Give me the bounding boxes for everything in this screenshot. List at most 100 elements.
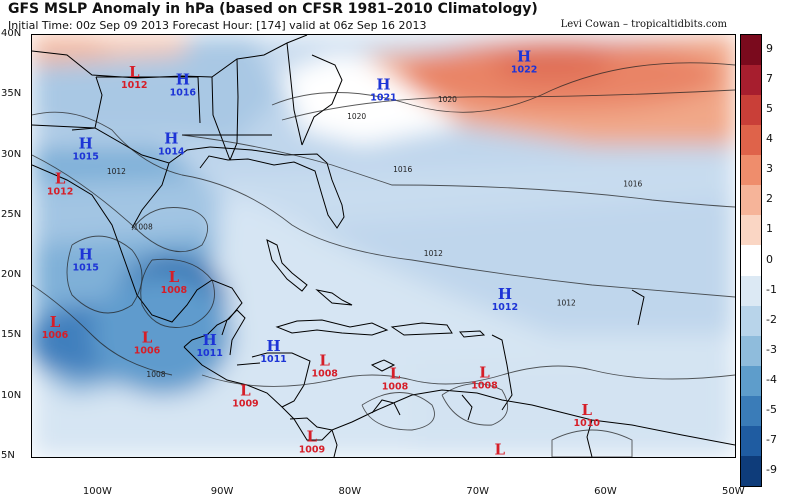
- latitude-label: 15N: [1, 329, 22, 341]
- colorbar-tick-label: -7: [766, 432, 777, 446]
- colorbar-tick-label: -4: [766, 372, 777, 386]
- high-letter: H: [176, 70, 190, 88]
- latitude-label: 25N: [1, 208, 22, 220]
- longitude-label: 80W: [338, 486, 362, 497]
- center-pressure-value: 1006: [134, 345, 161, 356]
- high-letter: H: [266, 337, 280, 355]
- low-letter: L: [55, 169, 66, 187]
- center-pressure-value: 1006: [42, 330, 69, 341]
- latitude-label: 35N: [1, 88, 22, 100]
- center-pressure-value: 1010: [574, 418, 601, 429]
- colorbar-segment: [741, 335, 761, 367]
- longitude-label: 50W: [722, 486, 745, 497]
- latitude-label: 30N: [1, 148, 22, 160]
- longitude-label: 90W: [210, 486, 234, 497]
- high-letter: H: [517, 48, 531, 66]
- isobar-label: 1008: [134, 223, 153, 232]
- colorbar-tick-label: -5: [766, 402, 777, 416]
- center-pressure-value: 1011: [196, 348, 222, 359]
- center-pressure-value: 1015: [72, 151, 98, 162]
- low-letter: L: [142, 328, 153, 346]
- low-letter: L: [479, 363, 490, 381]
- high-letter: H: [79, 245, 93, 263]
- center-pressure-value: 1015: [72, 262, 98, 273]
- center-pressure-value: 1009: [232, 399, 258, 410]
- center-pressure-value: 1022: [511, 65, 537, 76]
- low-letter: L: [169, 268, 180, 286]
- low-letter: L: [307, 427, 318, 445]
- colorbar-segment: [741, 125, 761, 156]
- colorbar-segment: [741, 365, 761, 397]
- colorbar-tick-label: 0: [766, 252, 773, 266]
- colorbar-segment: [741, 305, 761, 337]
- colorbar-tick-label: 1: [766, 222, 773, 236]
- colorbar-segment: [741, 275, 761, 307]
- low-letter: L: [581, 401, 592, 419]
- colorbar-tick-label: -1: [766, 282, 777, 296]
- high-letter: H: [203, 331, 217, 349]
- isobar-label: 1020: [438, 95, 457, 104]
- low-letter: L: [240, 382, 251, 400]
- colorbar-tick-label: 2: [766, 192, 773, 206]
- isobar-label: 1012: [107, 167, 126, 176]
- center-pressure-value: 1011: [260, 354, 286, 365]
- colorbar-tick-label: 7: [766, 72, 773, 86]
- colorbar-segment: [741, 245, 761, 277]
- colorbar-segment: [741, 425, 761, 457]
- land-borders: [32, 35, 735, 457]
- colorbar-tick-label: 5: [766, 102, 773, 116]
- colorbar-segment: [741, 185, 761, 216]
- low-letter: L: [129, 63, 140, 81]
- center-pressure-value: 1012: [47, 186, 73, 197]
- low-letter: L: [319, 351, 330, 369]
- colorbar-tick-label: -9: [766, 462, 777, 476]
- chart-subtitle: Initial Time: 00z Sep 09 2013 Forecast H…: [8, 19, 427, 32]
- latitude-label: 40N: [1, 28, 22, 39]
- isobar-label: 1012: [424, 249, 443, 258]
- isobar-label: 1020: [347, 112, 366, 121]
- center-pressure-value: 1021: [370, 92, 396, 103]
- isobar-label: 1012: [557, 299, 576, 308]
- center-pressure-value: 1008: [311, 368, 338, 379]
- credit-text: Levi Cowan – tropicaltidbits.com: [560, 19, 727, 30]
- high-letter: H: [498, 285, 512, 303]
- colorbar-tick-label: 9: [766, 42, 773, 56]
- colorbar-segment: [741, 65, 761, 96]
- colorbar-tick-label: -2: [766, 312, 777, 326]
- center-pressure-value: 1014: [158, 147, 185, 158]
- colorbar-segment: [741, 35, 761, 66]
- isobar-label: 1016: [623, 179, 642, 188]
- colorbar-segment: [741, 95, 761, 126]
- low-letter: L: [50, 313, 61, 331]
- colorbar-tick-label: -3: [766, 342, 777, 356]
- colorbar-tick-label: 4: [766, 132, 773, 146]
- high-letter: H: [164, 130, 178, 148]
- colorbar-segment: [741, 155, 761, 186]
- center-pressure-value: 1008: [471, 380, 498, 391]
- longitude-label: 70W: [466, 486, 489, 497]
- center-pressure-value: 1016: [170, 87, 197, 98]
- colorbar-tick-label: 3: [766, 162, 773, 176]
- center-pressure-value: 1012: [492, 302, 518, 313]
- chart-title: GFS MSLP Anomaly in hPa (based on CFSR 1…: [8, 1, 538, 17]
- latitude-label: 5N: [1, 450, 15, 461]
- low-letter: L: [390, 365, 401, 383]
- colorbar-segment: [741, 455, 761, 487]
